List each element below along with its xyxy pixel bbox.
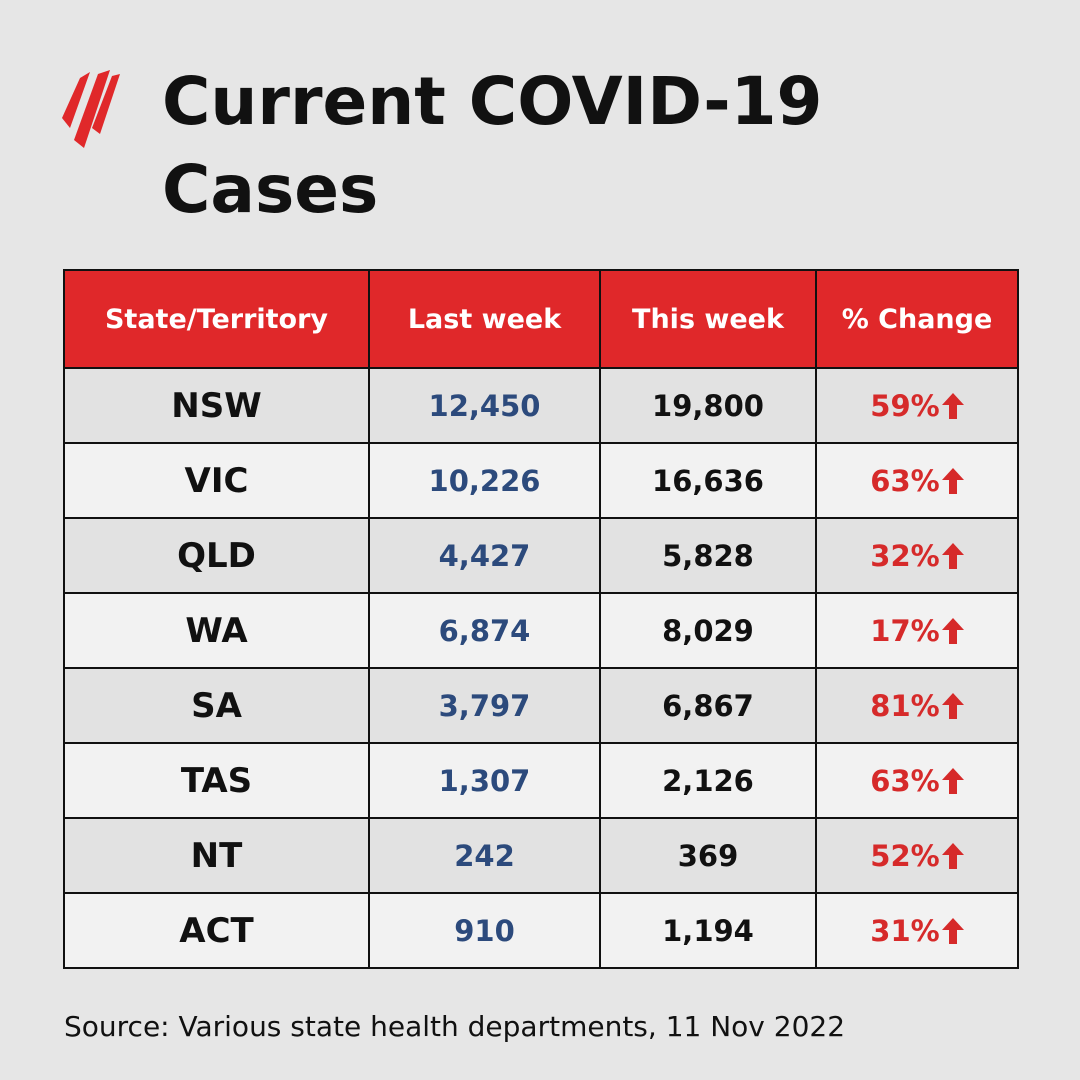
cell-text: 52%	[870, 838, 940, 873]
table-cell: 63%	[815, 742, 1019, 819]
table-cell: 4,427	[368, 517, 601, 594]
table-cell: 6,867	[599, 667, 817, 744]
cell-text: 59%	[870, 388, 940, 423]
table-cell: 1,194	[599, 892, 817, 969]
table-cell: 910	[368, 892, 601, 969]
table-cell: ACT	[63, 892, 370, 969]
up-arrow	[941, 542, 964, 569]
cell-text: 2,126	[662, 763, 754, 798]
table-cell: 3,797	[368, 667, 601, 744]
table-cell: 19,800	[599, 367, 817, 444]
table-cell: 6,874	[368, 592, 601, 669]
table-row: TAS 1,307 2,126 63%	[63, 742, 1019, 819]
cell-text: 1,194	[662, 913, 754, 948]
cell-text: 369	[677, 838, 739, 873]
table-cell: NT	[63, 817, 370, 894]
table-row: ACT 910 1,194 31%	[63, 892, 1019, 969]
cell-text: 16,636	[652, 463, 764, 498]
table-cell: 32%	[815, 517, 1019, 594]
table-row: VIC 10,226 16,636 63%	[63, 442, 1019, 519]
cell-text: 81%	[870, 688, 940, 723]
table-cell: 81%	[815, 667, 1019, 744]
cell-text: NSW	[171, 385, 262, 426]
cell-text: ACT	[179, 910, 254, 951]
cell-text: QLD	[177, 535, 256, 576]
table-cell: 5,828	[599, 517, 817, 594]
cell-text: NT	[190, 835, 243, 876]
table-row: NSW 12,450 19,800 59%	[63, 367, 1019, 444]
table-cell: VIC	[63, 442, 370, 519]
table-row: NT 242 369 52%	[63, 817, 1019, 894]
column-header: State/Territory	[63, 269, 370, 369]
up-arrow	[941, 467, 964, 494]
table-cell: 1,307	[368, 742, 601, 819]
up-arrow	[941, 842, 964, 869]
cell-text: 6,867	[662, 688, 754, 723]
table-row: QLD 4,427 5,828 32%	[63, 517, 1019, 594]
cell-text: 4,427	[438, 538, 531, 573]
cell-text: 32%	[870, 538, 940, 573]
table-cell: 31%	[815, 892, 1019, 969]
cell-text: 8,029	[662, 613, 754, 648]
table-cell: 17%	[815, 592, 1019, 669]
cell-text: 6,874	[438, 613, 531, 648]
cell-text: SA	[191, 685, 242, 726]
table-row: SA 3,797 6,867 81%	[63, 667, 1019, 744]
column-header: This week	[599, 269, 817, 369]
table-cell: 63%	[815, 442, 1019, 519]
table-cell: SA	[63, 667, 370, 744]
table-cell: 52%	[815, 817, 1019, 894]
table-cell: TAS	[63, 742, 370, 819]
title: Current COVID-19 Cases	[162, 58, 822, 234]
cell-text: 12,450	[428, 388, 541, 423]
title-line: Current COVID-19	[162, 63, 823, 140]
table-cell: 12,450	[368, 367, 601, 444]
cell-text: 910	[454, 913, 515, 948]
table-cell: 2,126	[599, 742, 817, 819]
cell-text: 5,828	[662, 538, 754, 573]
cell-text: 31%	[870, 913, 940, 948]
cell-text: 19,800	[652, 388, 764, 423]
column-header: Last week	[368, 269, 601, 369]
table-cell: 8,029	[599, 592, 817, 669]
up-arrow	[941, 692, 964, 719]
cell-text: TAS	[180, 760, 253, 801]
cell-text: 242	[454, 838, 515, 873]
cell-text: 17%	[870, 613, 940, 648]
up-arrow	[941, 392, 964, 419]
table-cell: NSW	[63, 367, 370, 444]
table-row: WA 6,874 8,029 17%	[63, 592, 1019, 669]
column-header: % Change	[815, 269, 1019, 369]
cell-text: 63%	[870, 763, 940, 798]
logo	[62, 70, 120, 148]
source: Source: Various state health departments…	[64, 1010, 846, 1043]
table-cell: WA	[63, 592, 370, 669]
cell-text: 1,307	[438, 763, 531, 798]
table-cell: 59%	[815, 367, 1019, 444]
up-arrow	[941, 767, 964, 794]
cell-text: 10,226	[428, 463, 541, 498]
up-arrow	[941, 917, 964, 944]
cases-table: State/Territory Last week This week% Chang…	[63, 269, 1019, 969]
table-cell: 369	[599, 817, 817, 894]
table-cell: QLD	[63, 517, 370, 594]
header-row: State/Territory Last week This week% Chang…	[63, 269, 1019, 369]
cell-text: 3,797	[438, 688, 531, 723]
cell-text: 63%	[870, 463, 940, 498]
up-arrow	[941, 617, 964, 644]
table-cell: 10,226	[368, 442, 601, 519]
cell-text: WA	[185, 610, 248, 651]
title-line: Cases	[162, 151, 379, 228]
cell-text: VIC	[184, 460, 249, 501]
table-cell: 16,636	[599, 442, 817, 519]
table-cell: 242	[368, 817, 601, 894]
